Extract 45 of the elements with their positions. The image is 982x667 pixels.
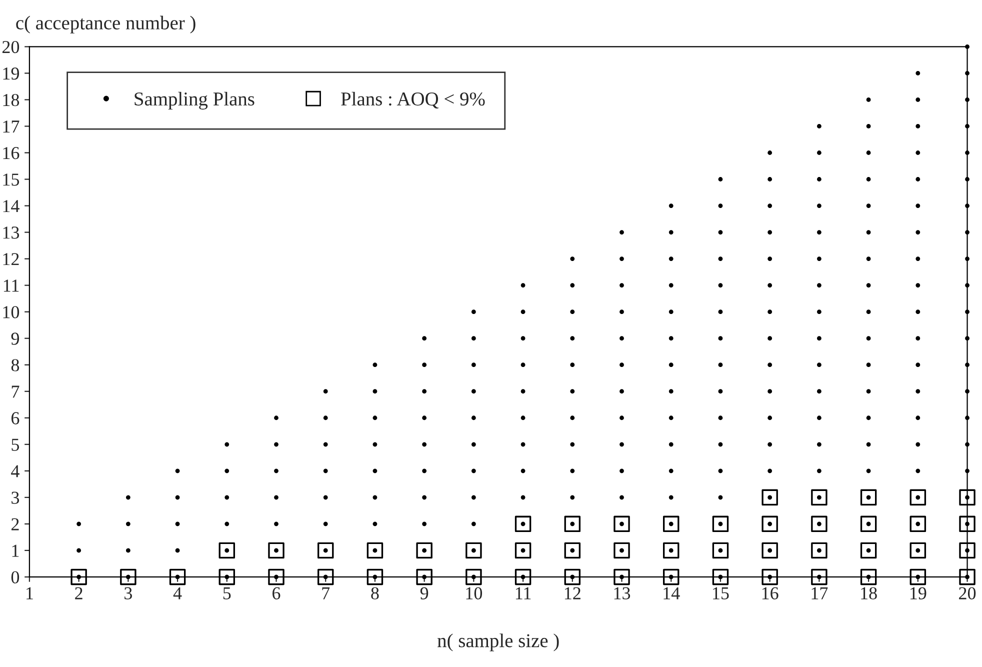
x-tick-label: 10: [466, 587, 482, 600]
x-axis-title: n( sample size ): [438, 634, 559, 652]
y-tick-label: 12: [3, 253, 19, 266]
y-tick-label: 0: [11, 571, 20, 584]
legend-label: Sampling Plans: [134, 92, 254, 110]
y-tick-label: 4: [11, 465, 20, 478]
y-tick-label: 20: [2, 40, 20, 54]
y-tick-label: 3: [12, 492, 20, 504]
x-tick-label: 6: [272, 587, 280, 600]
x-tick-label: 14: [664, 587, 680, 600]
x-tick-label: 5: [223, 587, 231, 600]
y-tick-label: 11: [4, 280, 19, 292]
x-tick-label: 18: [861, 587, 877, 600]
y-tick-label: 16: [3, 147, 20, 160]
y-axis-title: c( acceptance number ): [16, 16, 196, 34]
y-tick-label: 6: [11, 412, 20, 424]
x-tick-label: 17: [812, 587, 828, 600]
x-tick-label: 4: [173, 587, 182, 600]
x-tick-label: 9: [420, 587, 428, 600]
y-tick-label: 7: [12, 386, 20, 398]
y-tick-label: 10: [3, 306, 20, 318]
x-tick-label: 2: [75, 587, 82, 600]
x-tick-label: 20: [959, 587, 976, 600]
y-tick-label: 14: [3, 200, 20, 212]
x-tick-label: 19: [910, 587, 926, 600]
x-tick-label: 1: [26, 587, 33, 600]
y-tick-label: 2: [12, 518, 19, 530]
x-tick-label: 7: [322, 587, 330, 600]
y-tick-label: 13: [3, 226, 20, 239]
y-tick-label: 8: [11, 359, 20, 372]
y-tick-label: 15: [3, 174, 20, 186]
y-tick-label: 18: [3, 94, 20, 106]
x-tick-label: 3: [124, 587, 132, 600]
y-tick-label: 5: [12, 438, 20, 451]
y-tick-label: 1: [12, 544, 19, 557]
x-tick-label: 16: [762, 587, 778, 600]
y-tick-label: 9: [11, 332, 19, 345]
legend-label: Plans : AOQ < 9%: [341, 92, 485, 109]
x-tick-label: 12: [564, 587, 580, 600]
x-tick-label: 8: [371, 587, 379, 600]
x-tick-label: 15: [713, 587, 729, 600]
y-tick-label: 17: [3, 120, 20, 132]
y-tick-label: 19: [3, 68, 19, 80]
x-tick-label: 13: [614, 587, 630, 600]
x-tick-label: 11: [516, 587, 531, 600]
